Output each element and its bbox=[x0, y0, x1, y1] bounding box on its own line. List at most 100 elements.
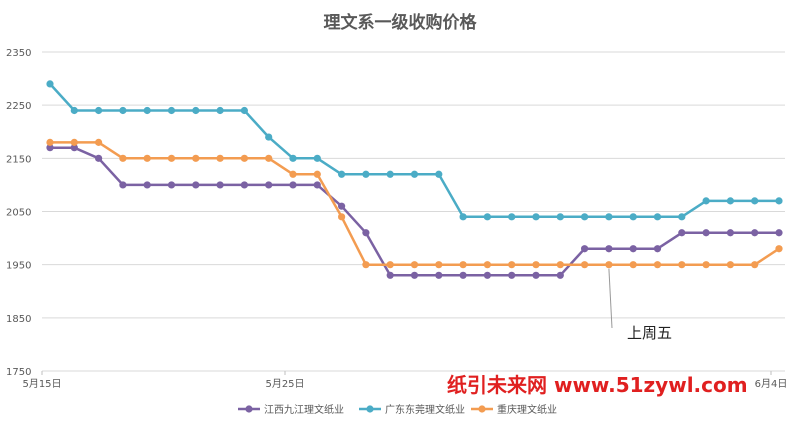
data-point bbox=[483, 271, 491, 279]
data-point bbox=[192, 106, 200, 115]
legend-item-3: 重庆理文纸业 bbox=[471, 403, 557, 416]
data-point bbox=[678, 229, 686, 237]
series-3 bbox=[46, 138, 783, 269]
data-point bbox=[532, 261, 540, 269]
y-tick-label: 2250 bbox=[6, 101, 31, 112]
data-point bbox=[605, 261, 613, 269]
chart-title: 理文系一级收购价格 bbox=[324, 12, 478, 33]
data-point bbox=[119, 106, 127, 115]
data-point bbox=[70, 144, 78, 152]
data-point bbox=[192, 154, 200, 162]
data-point bbox=[459, 271, 467, 279]
data-point bbox=[289, 181, 297, 189]
data-point bbox=[167, 154, 176, 162]
data-point bbox=[726, 229, 735, 237]
data-point bbox=[605, 213, 613, 221]
series-line bbox=[49, 83, 779, 219]
data-point bbox=[556, 261, 564, 269]
data-point bbox=[313, 154, 321, 162]
data-point bbox=[702, 197, 710, 205]
data-point bbox=[143, 106, 151, 115]
data-point bbox=[410, 261, 419, 269]
legend: 江西九江理文纸业 广东东莞理文纸业 重庆理文纸业 bbox=[238, 403, 557, 416]
data-point bbox=[192, 181, 200, 189]
y-tick-label: 2350 bbox=[6, 48, 31, 59]
data-point bbox=[581, 245, 589, 253]
data-point bbox=[726, 197, 735, 205]
data-point bbox=[483, 213, 491, 221]
data-point bbox=[508, 261, 516, 269]
data-point bbox=[119, 181, 127, 189]
data-point bbox=[143, 181, 151, 189]
data-point bbox=[289, 154, 297, 162]
data-point bbox=[119, 154, 127, 162]
y-tick-label: 1950 bbox=[6, 261, 31, 272]
data-point bbox=[605, 245, 613, 253]
watermark-text: 纸引未来网 www.51zywl.com bbox=[447, 373, 748, 397]
data-point bbox=[386, 261, 394, 269]
data-point bbox=[95, 106, 103, 115]
data-point bbox=[362, 229, 370, 237]
data-point bbox=[751, 197, 759, 205]
legend-swatch-marker bbox=[366, 405, 374, 413]
data-point bbox=[240, 181, 248, 189]
legend-swatch-marker bbox=[478, 405, 486, 413]
data-point bbox=[702, 229, 710, 237]
annotation-group: 上周五 bbox=[608, 268, 672, 342]
data-point bbox=[751, 229, 759, 237]
data-point bbox=[556, 213, 564, 221]
data-point bbox=[435, 261, 443, 269]
data-point bbox=[459, 213, 467, 221]
series-1 bbox=[46, 144, 783, 279]
data-point bbox=[653, 261, 662, 269]
data-point bbox=[532, 271, 540, 279]
data-point bbox=[775, 245, 783, 253]
series-group bbox=[46, 80, 783, 279]
data-point bbox=[70, 138, 78, 146]
data-point bbox=[313, 170, 321, 178]
data-point bbox=[265, 154, 273, 162]
data-point bbox=[289, 170, 297, 178]
data-point bbox=[386, 170, 394, 178]
data-point bbox=[678, 261, 686, 269]
data-point bbox=[508, 271, 516, 279]
y-tick-label: 2150 bbox=[6, 154, 31, 165]
data-point bbox=[46, 138, 54, 146]
data-point bbox=[216, 154, 224, 162]
x-tick-label: 6月4日 bbox=[755, 378, 788, 390]
data-point bbox=[775, 197, 783, 205]
data-point bbox=[435, 271, 443, 279]
legend-label: 重庆理文纸业 bbox=[497, 403, 557, 416]
data-point bbox=[508, 213, 516, 221]
x-tick-label: 5月15日 bbox=[22, 378, 61, 390]
data-point bbox=[581, 213, 589, 221]
series-line bbox=[50, 141, 780, 266]
data-point bbox=[240, 106, 248, 115]
data-point bbox=[410, 271, 419, 279]
data-point bbox=[216, 181, 224, 189]
data-point bbox=[338, 213, 346, 221]
data-point bbox=[532, 213, 540, 221]
data-point bbox=[143, 154, 151, 162]
data-point bbox=[386, 271, 394, 279]
data-point bbox=[653, 213, 662, 221]
legend-label: 江西九江理文纸业 bbox=[264, 403, 344, 416]
legend-label: 广东东莞理文纸业 bbox=[385, 403, 465, 416]
data-point bbox=[410, 170, 419, 178]
data-point bbox=[362, 261, 370, 269]
series-2 bbox=[46, 80, 783, 221]
legend-item-2: 广东东莞理文纸业 bbox=[359, 403, 465, 416]
data-point bbox=[95, 154, 103, 162]
data-point bbox=[46, 144, 54, 152]
data-point bbox=[726, 261, 735, 269]
y-axis: 1750 1850 1950 2050 2150 2250 2350 bbox=[6, 48, 31, 378]
data-point bbox=[581, 261, 589, 269]
data-point bbox=[629, 245, 637, 253]
data-point bbox=[483, 261, 491, 269]
data-point bbox=[216, 106, 224, 115]
data-point bbox=[167, 181, 176, 189]
data-point bbox=[265, 181, 273, 189]
data-point bbox=[240, 154, 248, 162]
data-point bbox=[265, 133, 273, 141]
